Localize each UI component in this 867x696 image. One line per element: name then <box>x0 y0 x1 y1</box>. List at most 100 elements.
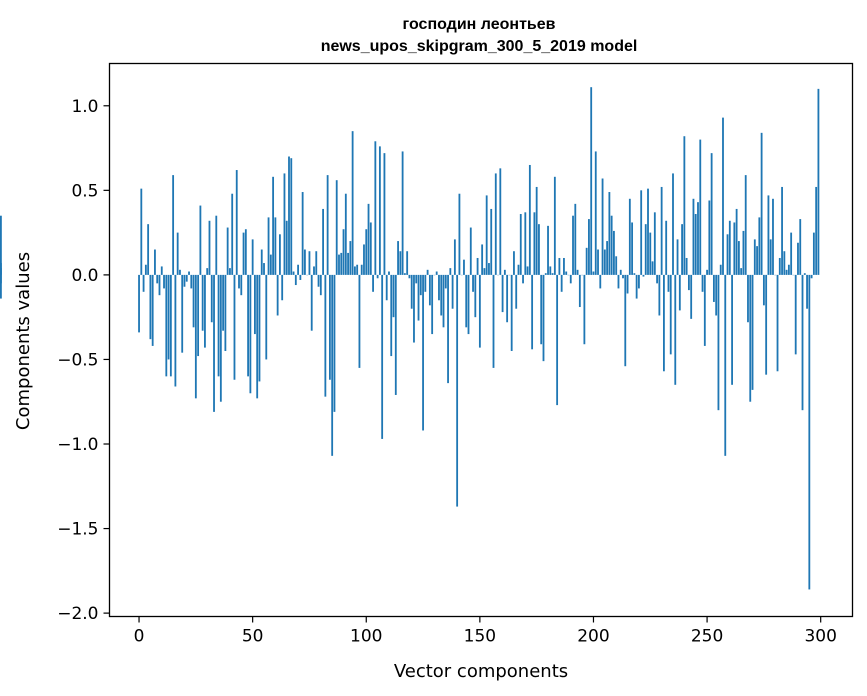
bar <box>762 274 765 306</box>
bar <box>690 274 693 319</box>
bar <box>347 252 349 275</box>
bar <box>787 264 790 275</box>
bar <box>776 274 779 372</box>
bar <box>256 274 259 399</box>
bar <box>247 274 250 377</box>
bar <box>281 274 284 301</box>
bar <box>501 274 504 313</box>
bar <box>272 176 275 275</box>
bar <box>724 274 727 456</box>
bar <box>465 274 468 328</box>
bar <box>812 232 815 275</box>
bar <box>585 247 588 275</box>
bar <box>292 271 295 275</box>
bar <box>678 274 681 311</box>
bar <box>138 274 140 333</box>
bar <box>478 274 481 348</box>
bar <box>783 251 786 275</box>
bar <box>456 274 459 507</box>
bar <box>444 274 447 289</box>
bar <box>576 269 579 275</box>
bar <box>547 225 549 275</box>
bar <box>749 274 752 402</box>
bar <box>513 251 515 275</box>
bar <box>447 274 449 384</box>
bar <box>781 186 783 275</box>
bar <box>331 274 334 456</box>
bar <box>656 274 658 284</box>
bar <box>424 274 427 292</box>
bar <box>606 241 609 275</box>
bar <box>376 274 379 279</box>
bar <box>185 274 188 282</box>
bar <box>528 164 531 275</box>
bar <box>753 239 756 275</box>
bar <box>149 274 152 340</box>
bar <box>217 274 220 377</box>
bar <box>165 274 168 377</box>
bar <box>360 264 363 275</box>
bar <box>335 180 338 275</box>
bar <box>717 274 720 411</box>
bar <box>731 274 733 385</box>
bar <box>767 195 770 275</box>
x-tick-label: 200 <box>577 627 609 647</box>
bar <box>188 271 190 275</box>
bar <box>363 244 365 275</box>
bar <box>156 274 159 284</box>
bar <box>638 274 640 289</box>
bar <box>747 274 749 323</box>
bar <box>299 274 302 280</box>
bar <box>722 117 724 275</box>
bar <box>522 274 524 284</box>
bar <box>553 176 556 275</box>
bar <box>158 274 161 296</box>
x-tick-label: 150 <box>464 627 496 647</box>
bar <box>276 274 279 316</box>
bar <box>569 274 572 284</box>
bar <box>254 274 256 335</box>
bar <box>183 274 186 287</box>
x-axis-label: Vector components <box>394 661 568 682</box>
bar <box>658 274 661 316</box>
bar <box>485 195 488 275</box>
bar <box>778 257 781 275</box>
bar <box>597 249 599 275</box>
bar <box>438 274 440 301</box>
bar <box>0 274 2 299</box>
bar <box>728 220 731 275</box>
bar <box>535 186 538 275</box>
bar <box>399 251 402 275</box>
bar <box>201 274 204 331</box>
bar <box>574 203 577 275</box>
bar <box>622 274 624 279</box>
bar <box>692 198 695 275</box>
bar-series <box>0 87 820 590</box>
bar <box>267 217 270 275</box>
bar <box>222 274 225 331</box>
bar <box>594 151 597 275</box>
bar <box>794 274 797 355</box>
bar <box>258 274 261 382</box>
bar <box>619 269 622 275</box>
bar <box>687 274 690 291</box>
bar <box>649 232 652 275</box>
bar <box>697 202 699 275</box>
bar <box>715 274 718 316</box>
bar <box>540 274 543 345</box>
bar <box>151 274 154 346</box>
bar <box>735 208 738 275</box>
y-tick-label: 1.0 <box>71 97 98 117</box>
bar <box>469 227 472 275</box>
bar <box>667 274 670 292</box>
bar <box>524 212 527 275</box>
x-tick-label: 300 <box>804 627 836 647</box>
bar <box>356 264 359 275</box>
bar <box>215 215 218 275</box>
bar <box>572 215 574 275</box>
bar <box>663 274 665 372</box>
x-tick-label: 50 <box>242 627 264 647</box>
bar <box>290 158 293 275</box>
bar <box>797 242 799 275</box>
